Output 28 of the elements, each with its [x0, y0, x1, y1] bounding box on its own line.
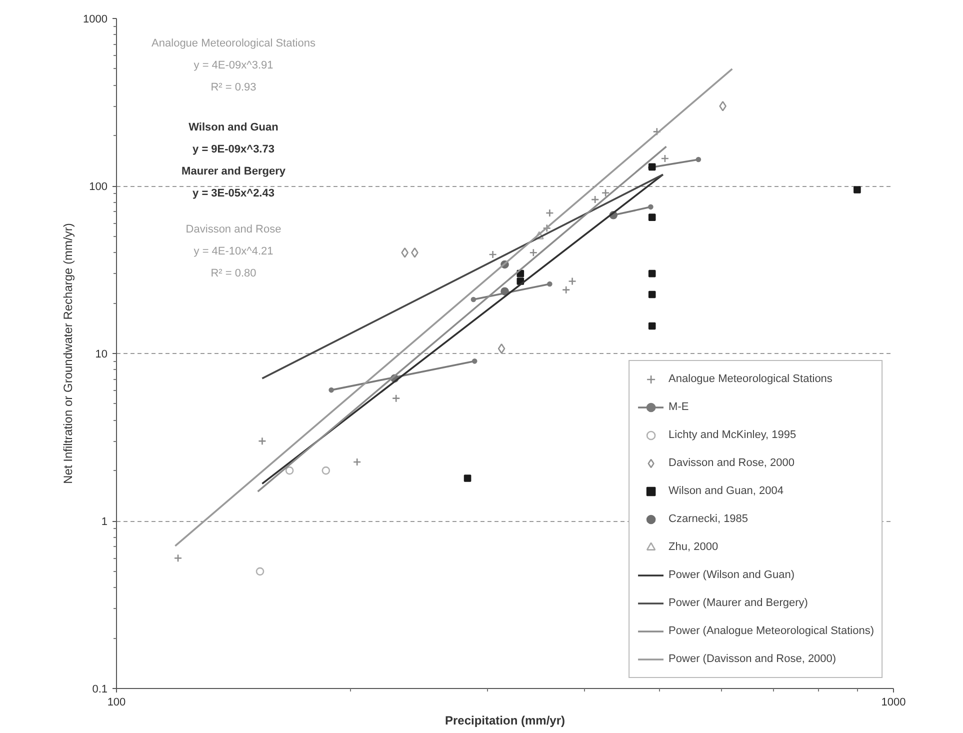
- annotation: y = 9E-09x^3.73: [192, 144, 274, 156]
- annotation: R² = 0.80: [210, 268, 256, 280]
- legend-label: Lichty and McKinley, 1995: [668, 428, 796, 442]
- annotation: R² = 0.93: [210, 82, 256, 94]
- annotation: y = 3E-05x^2.43: [192, 188, 274, 200]
- annotation: Davisson and Rose: [186, 224, 282, 236]
- legend-label: Analogue Meteorological Stations: [668, 372, 832, 386]
- annotation: Analogue Meteorological Stations: [152, 38, 316, 50]
- legend-label: Czarnecki, 1985: [668, 512, 748, 526]
- y-tick-label: 100: [89, 181, 108, 193]
- legend-label: Power (Maurer and Bergery): [668, 596, 808, 610]
- legend-label: Zhu, 2000: [668, 540, 718, 554]
- y-axis-title: Net Infiltration or Groundwater Recharge (mm/yr): [61, 223, 76, 484]
- annotation: Wilson and Guan: [188, 122, 279, 134]
- x-axis-title: Precipitation (mm/yr): [444, 714, 566, 728]
- y-tick-label: 1: [101, 516, 108, 528]
- y-tick-label: 10: [95, 348, 108, 360]
- legend-label: Power (Davisson and Rose, 2000): [668, 652, 836, 666]
- annotation: Maurer and Bergery: [182, 166, 286, 178]
- y-tick-label: 0.1: [92, 684, 108, 696]
- legend-label: Wilson and Guan, 2004: [668, 484, 784, 498]
- legend-label: Power (Wilson and Guan): [668, 568, 794, 582]
- annotation: y = 4E-09x^3.91: [194, 60, 274, 72]
- legend-label: Power (Analogue Meteorological Stations): [668, 624, 874, 638]
- legend-label: Davisson and Rose, 2000: [668, 456, 795, 470]
- annotation: y = 4E-10x^4.21: [194, 246, 274, 258]
- legend-label: M-E: [668, 400, 689, 414]
- y-tick-label: 1000: [83, 14, 108, 26]
